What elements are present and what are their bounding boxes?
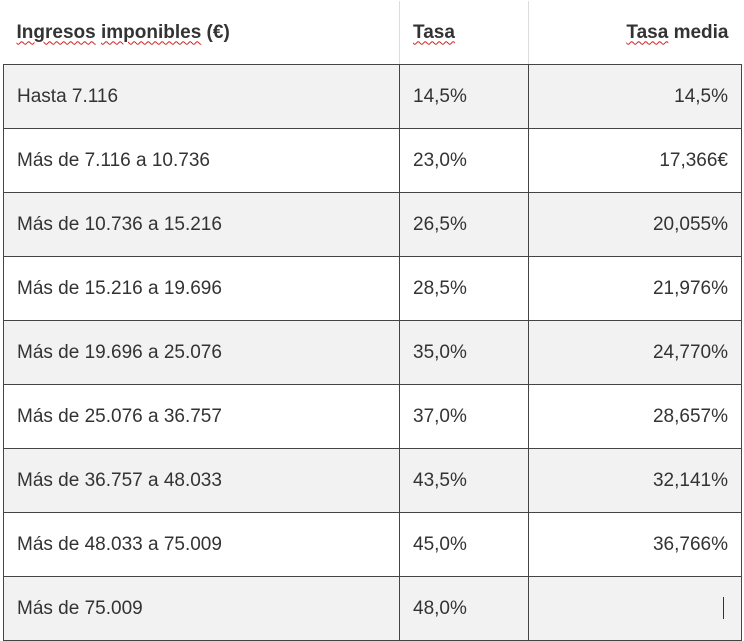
table-row: Más de 36.757 a 48.033 43,5% 32,141%	[3, 448, 742, 513]
cell-rate[interactable]: 35,0%	[399, 320, 529, 385]
header-rate[interactable]: Tasa	[399, 1, 529, 65]
header-word-tasa: Tasa	[413, 21, 455, 43]
cell-rate[interactable]: 43,5%	[399, 448, 529, 513]
header-word-ingresos: Ingresos	[16, 21, 96, 43]
cell-average-rate[interactable]: 36,766%	[528, 512, 742, 577]
cell-income-range[interactable]: Más de 15.216 a 19.696	[3, 256, 400, 321]
header-word-tasa-avg: Tasa	[626, 21, 669, 43]
cell-income-range[interactable]: Hasta 7.116	[3, 64, 400, 129]
cell-average-rate[interactable]: 17,366€	[528, 128, 742, 193]
cell-average-rate[interactable]: 14,5%	[528, 64, 742, 129]
cell-average-rate[interactable]: 28,657%	[528, 384, 742, 449]
cell-income-range[interactable]: Más de 25.076 a 36.757	[3, 384, 400, 449]
cell-average-rate[interactable]: 21,976%	[528, 256, 742, 321]
cell-rate[interactable]: 37,0%	[399, 384, 529, 449]
table-row: Más de 75.009 48,0%	[3, 576, 742, 641]
cell-rate[interactable]: 28,5%	[399, 256, 529, 321]
header-row: Ingresos imponibles (€) Tasa Tasa media	[3, 1, 742, 65]
cell-rate[interactable]: 48,0%	[399, 576, 529, 641]
cell-income-range[interactable]: Más de 75.009	[3, 576, 400, 641]
table-body: Hasta 7.116 14,5% 14,5% Más de 7.116 a 1…	[3, 64, 742, 641]
cell-income-range[interactable]: Más de 48.033 a 75.009	[3, 512, 400, 577]
cell-rate[interactable]: 45,0%	[399, 512, 529, 577]
text-cursor	[723, 597, 724, 620]
table-row: Hasta 7.116 14,5% 14,5%	[3, 64, 742, 129]
table-row: Más de 15.216 a 19.696 28,5% 21,976%	[3, 256, 742, 321]
cell-average-rate[interactable]: 20,055%	[528, 192, 742, 257]
table-row: Más de 10.736 a 15.216 26,5% 20,055%	[3, 192, 742, 257]
header-average-rate[interactable]: Tasa media	[528, 1, 742, 65]
cell-rate[interactable]: 26,5%	[399, 192, 529, 257]
header-word-imponibles: imponibles	[100, 21, 202, 43]
table-row: Más de 25.076 a 36.757 37,0% 28,657%	[3, 384, 742, 449]
cell-average-rate[interactable]: 24,770%	[528, 320, 742, 385]
tax-brackets-table: Ingresos imponibles (€) Tasa Tasa media …	[3, 1, 742, 641]
cell-income-range[interactable]: Más de 10.736 a 15.216	[3, 192, 400, 257]
cell-average-rate-editing[interactable]	[528, 576, 742, 641]
cell-average-rate[interactable]: 32,141%	[528, 448, 742, 513]
header-word-media: media	[668, 21, 729, 43]
table-row: Más de 19.696 a 25.076 35,0% 24,770%	[3, 320, 742, 385]
table-row: Más de 48.033 a 75.009 45,0% 36,766%	[3, 512, 742, 577]
header-currency: (€)	[201, 21, 230, 43]
table-row: Más de 7.116 a 10.736 23,0% 17,366€	[3, 128, 742, 193]
cell-rate[interactable]: 14,5%	[399, 64, 529, 129]
header-taxable-income[interactable]: Ingresos imponibles (€)	[3, 1, 400, 65]
cell-income-range[interactable]: Más de 7.116 a 10.736	[3, 128, 400, 193]
cell-rate[interactable]: 23,0%	[399, 128, 529, 193]
cell-income-range[interactable]: Más de 36.757 a 48.033	[3, 448, 400, 513]
table-header: Ingresos imponibles (€) Tasa Tasa media	[3, 1, 742, 65]
cell-income-range[interactable]: Más de 19.696 a 25.076	[3, 320, 400, 385]
